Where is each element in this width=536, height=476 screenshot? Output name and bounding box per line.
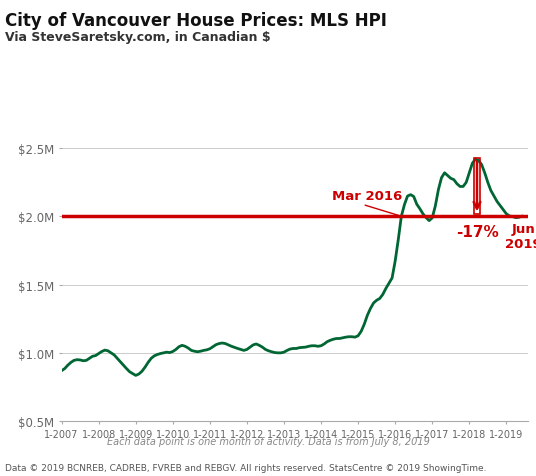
Text: Via SteveSaretsky.com, in Canadian $: Via SteveSaretsky.com, in Canadian $ xyxy=(5,31,271,44)
Text: Data © 2019 BCNREB, CADREB, FVREB and REBGV. All rights reserved. StatsCentre © : Data © 2019 BCNREB, CADREB, FVREB and RE… xyxy=(5,463,487,472)
Text: Jun
2019: Jun 2019 xyxy=(505,223,536,251)
Text: City of Vancouver House Prices: MLS HPI: City of Vancouver House Prices: MLS HPI xyxy=(5,12,387,30)
Bar xyxy=(474,159,480,215)
Text: -17%: -17% xyxy=(456,224,498,239)
Text: Each data point is one month of activity. Data is from July 8, 2019: Each data point is one month of activity… xyxy=(107,436,429,446)
Text: Mar 2016: Mar 2016 xyxy=(332,189,403,216)
